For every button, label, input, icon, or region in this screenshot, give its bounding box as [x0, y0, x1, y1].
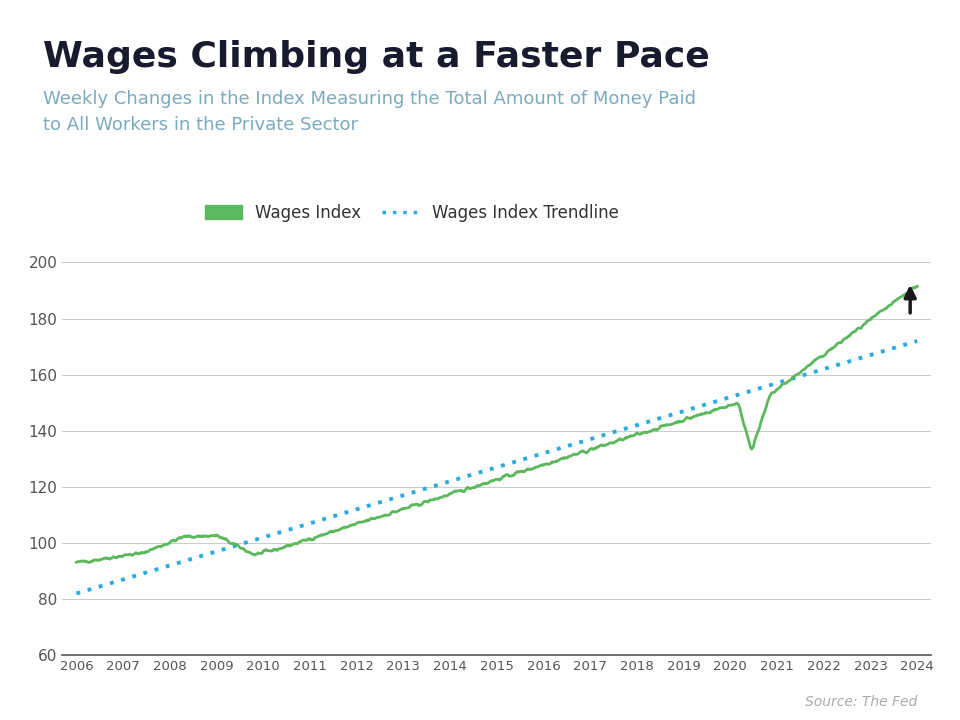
Text: Weekly Changes in the Index Measuring the Total Amount of Money Paid
to All Work: Weekly Changes in the Index Measuring th…	[43, 90, 696, 134]
Legend: Wages Index, Wages Index Trendline: Wages Index, Wages Index Trendline	[205, 204, 618, 222]
Text: Source: The Fed: Source: The Fed	[804, 696, 917, 709]
Text: Wages Climbing at a Faster Pace: Wages Climbing at a Faster Pace	[43, 40, 710, 73]
